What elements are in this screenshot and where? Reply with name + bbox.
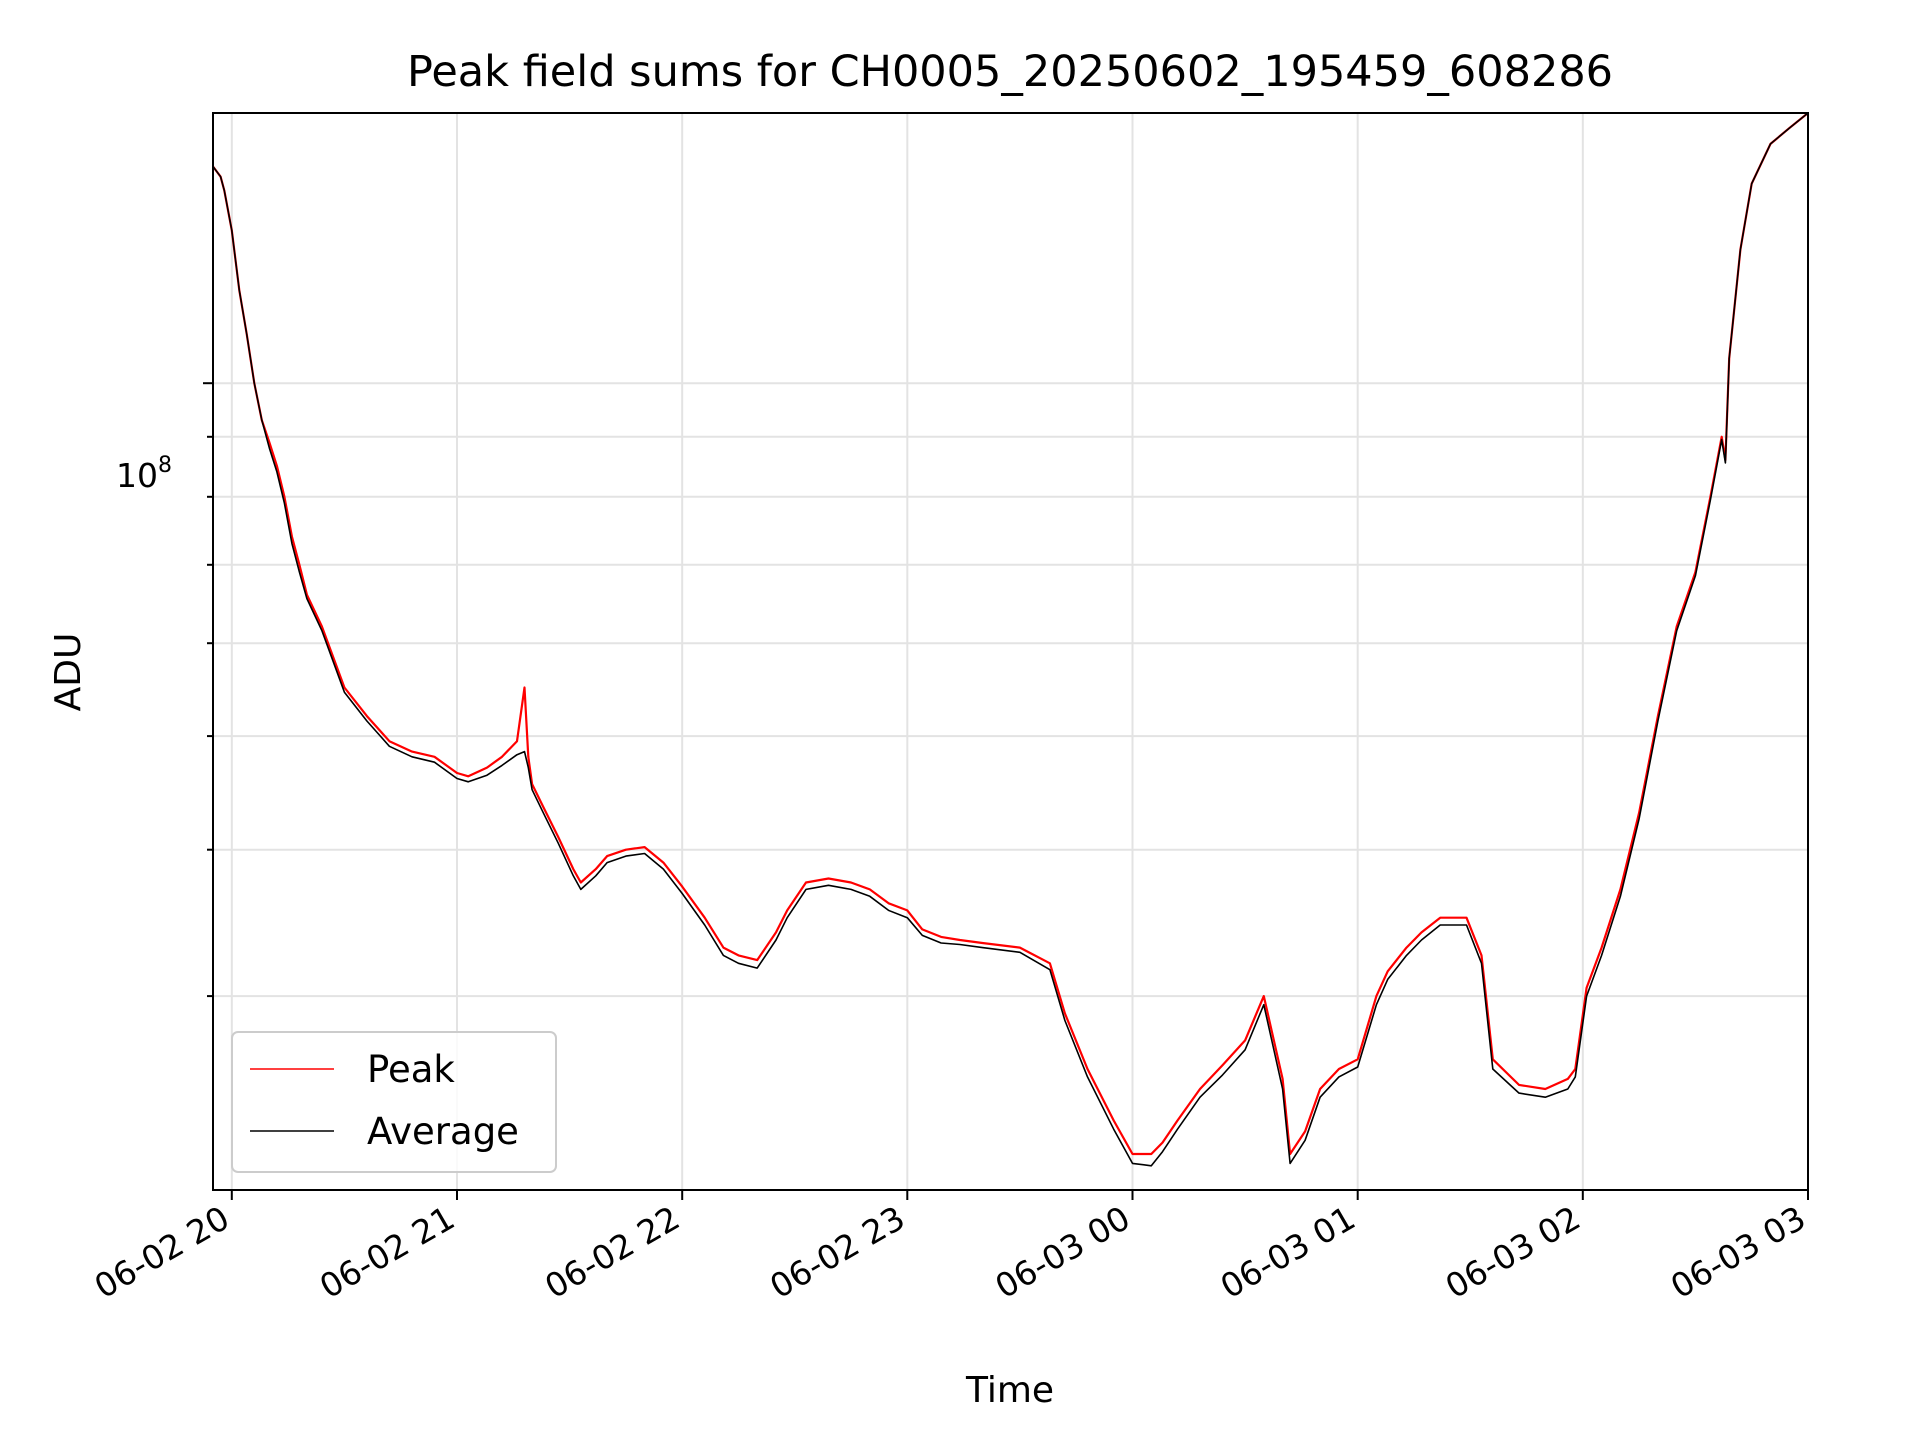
- plot-area: [213, 113, 1808, 1190]
- y-axis-title: ADU: [48, 633, 89, 712]
- y-tick-label-major: 108: [116, 453, 172, 495]
- y-tick-exponent: 8: [158, 453, 172, 478]
- x-axis-title: Time: [965, 1370, 1054, 1411]
- y-tick-base: 10: [116, 456, 158, 495]
- series-line-peak: [212, 112, 1809, 1156]
- legend-label-average: Average: [367, 1110, 519, 1153]
- legend-label-peak: Peak: [367, 1048, 455, 1091]
- series-layer: [212, 112, 1809, 1167]
- plot-frame: [212, 112, 1809, 1191]
- legend: Peak Average: [231, 1031, 557, 1173]
- legend-box: [231, 1031, 557, 1173]
- chart-title: Peak field sums for CH0005_20250602_1954…: [407, 47, 1613, 97]
- series-line-average: [212, 112, 1809, 1167]
